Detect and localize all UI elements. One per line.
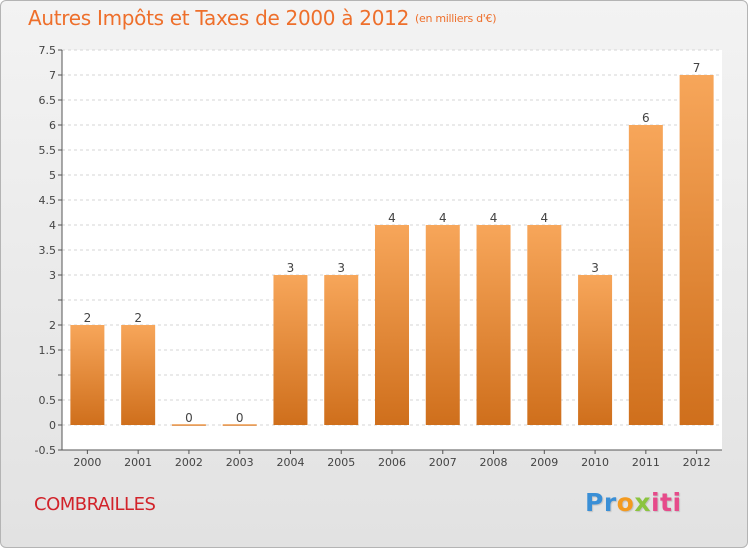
bar-value-label: 3: [591, 261, 599, 275]
bar-value-label: 4: [540, 211, 548, 225]
y-tick-label: 4.5: [39, 194, 57, 207]
x-tick-label: 2010: [581, 456, 609, 469]
y-tick-label: 5.5: [39, 144, 57, 157]
logo-part-1: Pr: [585, 488, 617, 517]
y-tick-label: -0.5: [35, 444, 56, 457]
proxiti-logo: Proxiti: [585, 488, 682, 517]
x-tick-label: 2008: [480, 456, 508, 469]
x-tick-label: 2009: [530, 456, 558, 469]
bar: [324, 275, 359, 425]
bar-value-label: 3: [287, 261, 295, 275]
y-tick-label: 0: [49, 419, 56, 432]
bar-value-label: 2: [134, 311, 142, 325]
x-tick-label: 2007: [429, 456, 457, 469]
bar: [527, 225, 562, 425]
y-tick-label: 6.5: [39, 94, 57, 107]
x-tick-label: 2002: [175, 456, 203, 469]
x-tick-label: 2003: [226, 456, 254, 469]
y-tick-label: 4: [49, 219, 56, 232]
logo-part-3: x: [634, 488, 651, 517]
y-tick-label: 7: [49, 69, 56, 82]
bar: [375, 225, 409, 425]
x-tick-label: 2004: [276, 456, 304, 469]
bar: [222, 424, 257, 426]
logo-part-4: iti: [650, 488, 682, 517]
y-tick-label: 6: [49, 119, 56, 132]
bar-value-label: 3: [337, 261, 345, 275]
x-tick-label: 2005: [327, 456, 355, 469]
bar: [121, 325, 156, 425]
bar-value-label: 4: [439, 211, 447, 225]
bar-value-label: 0: [236, 411, 244, 425]
place-name: COMBRAILLES: [34, 494, 156, 515]
bar-value-label: 7: [693, 61, 701, 75]
x-tick-label: 2006: [378, 456, 406, 469]
chart-title: Autres Impôts et Taxes de 2000 à 2012 (en…: [28, 6, 496, 30]
bar: [273, 275, 308, 425]
x-tick-label: 2000: [73, 456, 101, 469]
bar-value-label: 6: [642, 111, 650, 125]
y-tick-label: 7.5: [39, 44, 57, 57]
x-tick-label: 2012: [683, 456, 711, 469]
bar: [171, 424, 206, 426]
bar-value-label: 4: [490, 211, 498, 225]
y-tick-label: 0.5: [39, 394, 57, 407]
x-tick-label: 2011: [632, 456, 660, 469]
bar-value-label: 0: [185, 411, 193, 425]
y-tick-label: 3.5: [39, 244, 57, 257]
x-tick-label: 2001: [124, 456, 152, 469]
y-tick-label: 3: [49, 269, 56, 282]
y-tick-label: 2: [49, 319, 56, 332]
y-tick-label: 1.5: [39, 344, 57, 357]
bar-value-label: 4: [388, 211, 396, 225]
bar: [70, 325, 105, 425]
bar: [476, 225, 511, 425]
bar-value-label: 2: [84, 311, 92, 325]
bar: [578, 275, 613, 425]
bar: [628, 125, 663, 425]
y-tick-label: 5: [49, 169, 56, 182]
chart-unit: (en milliers d'€): [415, 12, 497, 25]
bar: [425, 225, 460, 425]
chart-title-text: Autres Impôts et Taxes de 2000 à 2012: [28, 6, 409, 30]
bar: [679, 75, 714, 425]
logo-part-2: o: [616, 488, 635, 517]
